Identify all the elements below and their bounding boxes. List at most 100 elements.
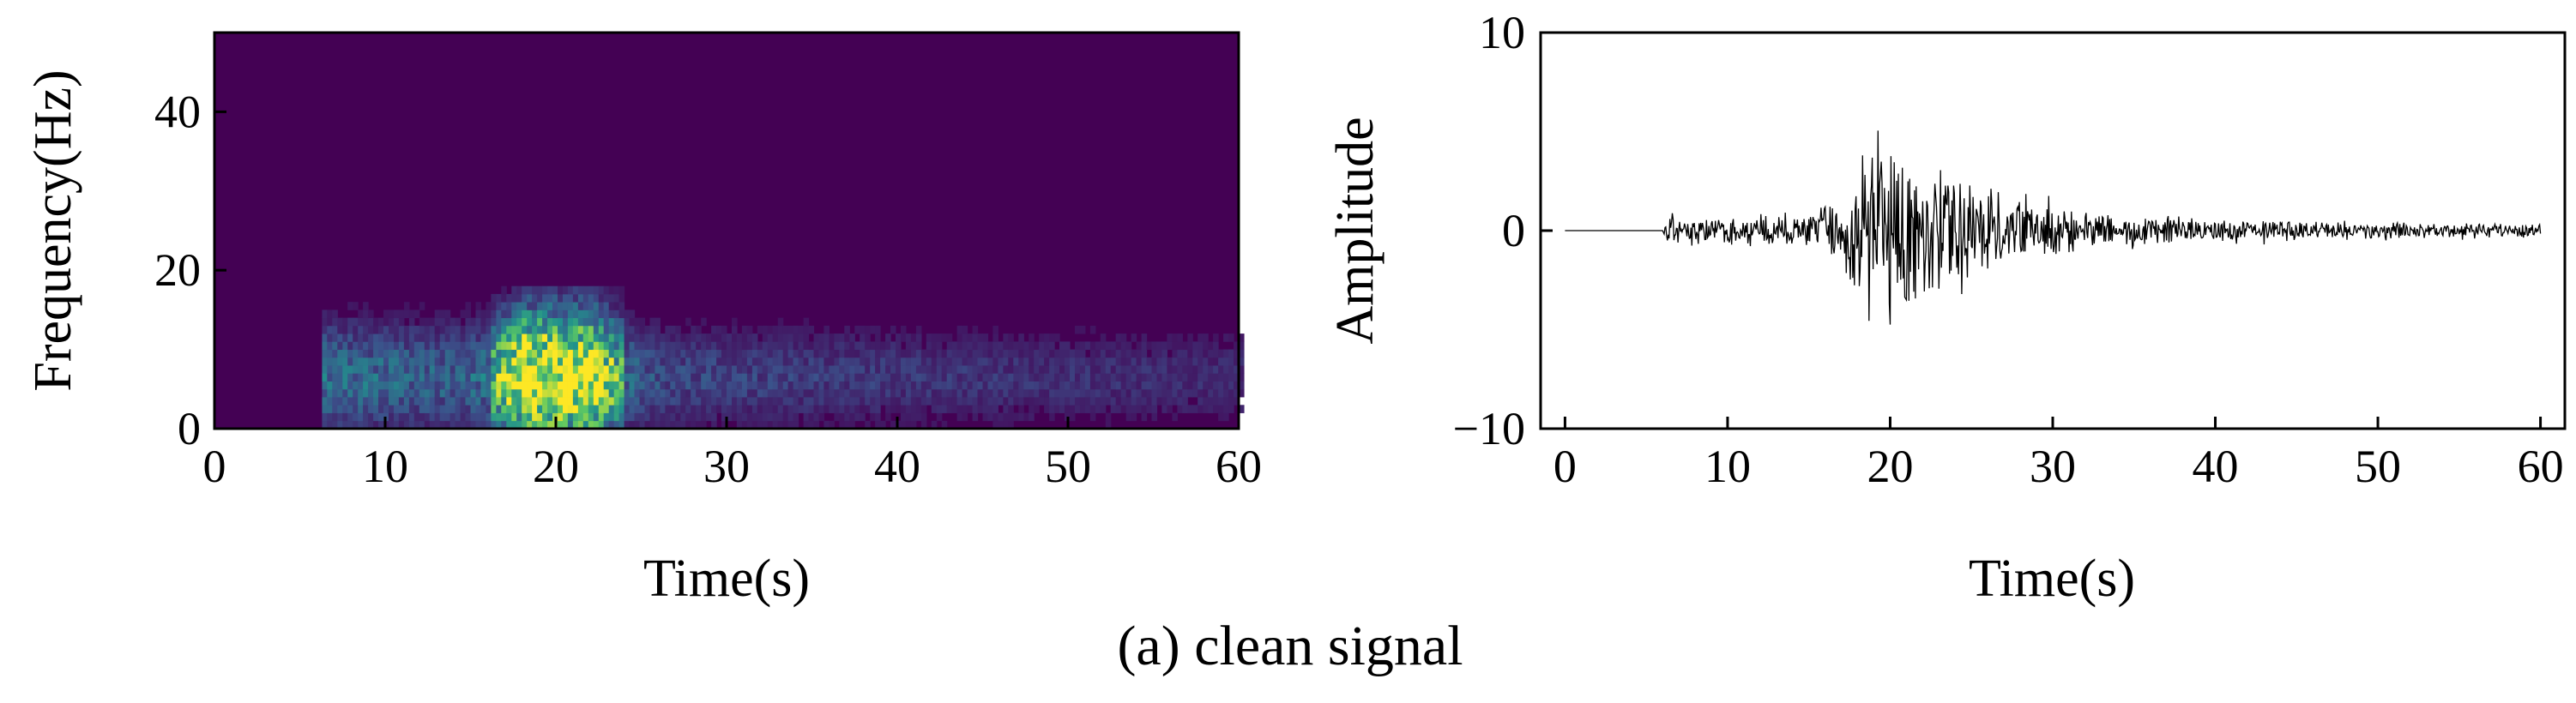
spectrogram-cell <box>506 373 512 382</box>
spectrogram-cell <box>1203 397 1209 406</box>
spectrogram-cell <box>552 341 558 351</box>
spectrogram-cell <box>368 397 374 406</box>
spectrogram-cell <box>751 365 758 374</box>
spectrogram-cell <box>449 341 456 351</box>
spectrogram-cell <box>962 412 968 422</box>
spectrogram-cell <box>1125 405 1132 413</box>
spectrogram-cell <box>706 357 712 366</box>
spectrogram-cell <box>875 405 881 413</box>
spectrogram-cell <box>685 388 691 398</box>
spectrogram-cell <box>1049 388 1055 398</box>
spectrogram-cell <box>992 388 998 398</box>
spectrogram-cell <box>767 412 774 422</box>
waveform-y-tick-label: 0 <box>1502 205 1525 256</box>
spectrogram-cell <box>434 325 441 334</box>
spectrogram-cell <box>501 381 507 390</box>
spectrogram-cell <box>460 309 467 319</box>
spectrogram-cell <box>1187 405 1193 413</box>
spectrogram-cell <box>1131 349 1137 358</box>
spectrogram-cell <box>542 302 548 310</box>
waveform-x-tick-label: 40 <box>2193 441 2239 492</box>
spectrogram-cell <box>1115 341 1122 351</box>
spectrogram-cell <box>618 373 625 382</box>
spectrogram-cell <box>972 373 979 382</box>
spectrogram-cell <box>496 341 502 351</box>
spectrogram-cell <box>1192 373 1198 382</box>
spectrogram-cell <box>665 397 671 406</box>
spectrogram-cell <box>982 341 989 351</box>
spectrogram-cell <box>368 412 374 422</box>
spectrogram-cell <box>542 357 548 366</box>
spectrogram-cell <box>403 309 410 319</box>
spectrogram-cell <box>522 317 528 327</box>
spectrogram-cell <box>644 388 651 398</box>
spectrogram-cell <box>701 349 707 358</box>
spectrogram-cell <box>368 317 374 327</box>
spectrogram-cell <box>408 388 415 398</box>
spectrogram-cell <box>347 373 353 382</box>
spectrogram-cell <box>746 325 753 334</box>
spectrogram-cell <box>394 333 400 342</box>
spectrogram-cell <box>1089 325 1096 334</box>
spectrogram-cell <box>588 293 594 303</box>
spectrogram-cell <box>439 325 446 334</box>
spectrogram-cell <box>1008 357 1014 366</box>
spectrogram-cell <box>506 333 512 342</box>
spectrogram-cell <box>389 412 395 422</box>
spectrogram-cell <box>1213 397 1219 406</box>
spectrogram-cell <box>394 412 400 422</box>
spectrogram-cell <box>588 325 594 334</box>
spectrogram-cell <box>751 420 758 430</box>
spectrogram-cell <box>582 285 589 295</box>
spectrogram-cell <box>1089 388 1096 398</box>
spectrogram-cell <box>987 341 994 351</box>
spectrogram-cell <box>896 405 902 413</box>
spectrogram-cell <box>480 325 486 334</box>
spectrogram-cell <box>746 341 753 351</box>
spectrogram-cell <box>926 381 932 390</box>
spectrogram-cell <box>332 412 338 422</box>
spectrogram-cell <box>680 381 686 390</box>
spectrogram-cell <box>455 365 462 374</box>
spectrogram-cell <box>1156 349 1163 358</box>
spectrogram-cell <box>413 412 420 422</box>
spectrogram-cell <box>732 412 738 422</box>
spectrogram-cell <box>675 349 681 358</box>
spectrogram-cell <box>413 373 420 382</box>
spectrogram-cell <box>649 397 656 406</box>
spectrogram-cell <box>572 388 579 398</box>
spectrogram-cell <box>649 341 656 351</box>
spectrogram-cell <box>577 365 584 374</box>
spectrogram-cell <box>629 349 636 358</box>
spectrogram-cell <box>1079 341 1086 351</box>
spectrogram-cell <box>910 405 917 413</box>
spectrogram-cell <box>732 397 738 406</box>
spectrogram-cell <box>608 357 615 366</box>
spectrogram-cell <box>896 365 902 374</box>
spectrogram-cell <box>547 302 553 310</box>
spectrogram-cell <box>1105 388 1112 398</box>
spectrogram-cell <box>1177 341 1183 351</box>
spectrogram-cell <box>465 397 472 406</box>
spectrogram-cell <box>1228 397 1234 406</box>
spectrogram-cell <box>915 365 922 374</box>
spectrogram-cell <box>834 365 840 374</box>
spectrogram-cell <box>1013 397 1019 406</box>
spectrogram-cell <box>946 405 953 413</box>
spectrogram-cell <box>563 412 569 422</box>
spectrogram-y-tick-label: 0 <box>178 403 201 454</box>
spectrogram-cell <box>378 381 384 390</box>
spectrogram-cell <box>639 325 646 334</box>
spectrogram-cell <box>501 333 507 342</box>
spectrogram-cell <box>1177 405 1183 413</box>
spectrogram-cell <box>516 397 522 406</box>
spectrogram-cell <box>439 373 446 382</box>
spectrogram-cell <box>849 388 855 398</box>
spectrogram-cell <box>962 373 968 382</box>
spectrogram-cell <box>1131 365 1137 374</box>
spectrogram-cell <box>322 373 328 382</box>
spectrogram-cell <box>741 357 748 366</box>
spectrogram-cell <box>1115 357 1122 366</box>
spectrogram-cell <box>449 333 456 342</box>
spectrogram-cell <box>1141 388 1148 398</box>
